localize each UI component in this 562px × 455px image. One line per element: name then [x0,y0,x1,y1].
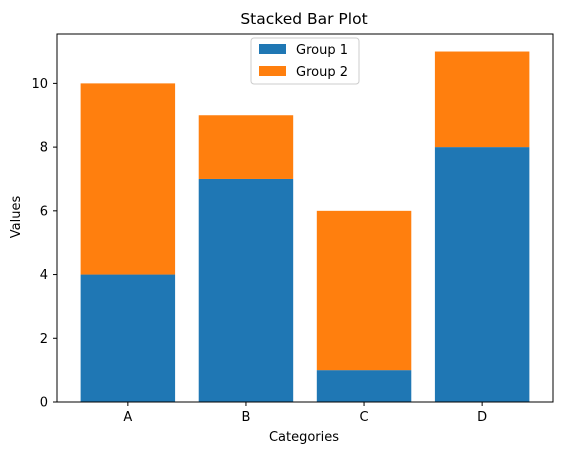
bar-c-series-1 [316,370,412,402]
x-tick-label: B [241,410,250,425]
legend: Group 1 Group 2 [250,37,360,85]
bars-layer [80,51,530,402]
bar-a-series-1 [80,274,176,402]
chart-title: Stacked Bar Plot [240,10,367,28]
y-tick-label: 10 [31,77,48,92]
axes-layer [56,33,554,403]
y-tick-label: 2 [40,332,48,347]
x-tick-label: D [477,410,487,425]
plot-frame [56,33,554,403]
x-tick-label: A [123,410,132,425]
bar-b-series-1 [198,178,294,402]
bar-d-series-1 [434,147,530,402]
y-tick-label: 0 [40,396,48,411]
bar-c-series-2 [316,210,412,371]
ticks-layer: A B C D 0 2 4 6 8 10 [31,77,487,425]
bar-d-series-2 [434,51,530,148]
legend-swatch [259,66,286,76]
legend-label: Group 2 [296,65,348,80]
x-tick-label: C [360,410,369,425]
bar-b-series-2 [198,115,294,179]
x-axis-label: Categories [269,430,339,445]
y-tick-label: 8 [40,141,48,156]
y-axis-label: Values [9,196,24,239]
y-tick-label: 6 [40,204,48,219]
bar-a-series-2 [80,83,176,275]
legend-swatch [259,44,286,54]
y-tick-label: 4 [40,268,48,283]
legend-label: Group 1 [296,43,348,58]
